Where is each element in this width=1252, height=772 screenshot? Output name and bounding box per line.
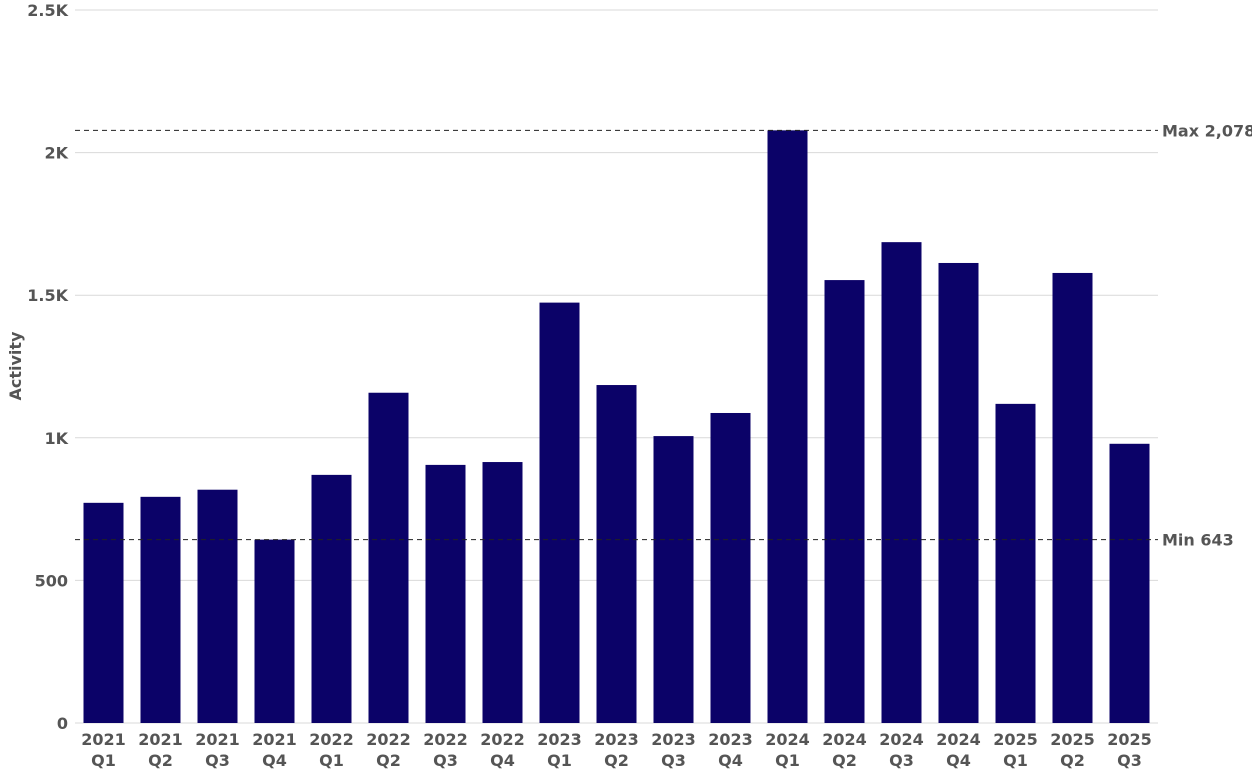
bar: [311, 474, 352, 723]
bar: [197, 489, 238, 723]
x-tick-quarter: Q4: [946, 751, 971, 770]
bar: [710, 412, 751, 723]
x-tick-quarter: Q3: [889, 751, 914, 770]
bar: [824, 280, 865, 723]
x-tick-year: 2022: [480, 730, 525, 749]
x-tick-quarter: Q4: [718, 751, 743, 770]
x-tick-label: 2023 Q3: [651, 730, 696, 770]
x-tick-label: 2023 Q4: [708, 730, 753, 770]
x-tick-year: 2022: [366, 730, 411, 749]
bar: [482, 462, 523, 723]
x-tick-year: 2024: [822, 730, 867, 749]
x-tick-label: 2024 Q3: [879, 730, 924, 770]
x-tick-label: 2025 Q2: [1050, 730, 1095, 770]
x-tick-quarter: Q3: [1117, 751, 1142, 770]
x-tick-quarter: Q1: [547, 751, 572, 770]
x-tick-quarter: Q4: [490, 751, 515, 770]
x-tick-quarter: Q2: [1060, 751, 1085, 770]
bar: [1052, 272, 1093, 723]
x-tick-label: 2022 Q2: [366, 730, 411, 770]
x-tick-year: 2023: [537, 730, 582, 749]
x-tick-label: 2022 Q1: [309, 730, 354, 770]
bar: [254, 539, 295, 723]
x-tick-quarter: Q2: [832, 751, 857, 770]
bar: [881, 242, 922, 723]
x-tick-quarter: Q4: [262, 751, 287, 770]
y-tick-label: 2.5K: [27, 1, 68, 20]
x-tick-year: 2022: [309, 730, 354, 749]
x-tick-year: 2023: [708, 730, 753, 749]
x-tick-year: 2021: [195, 730, 240, 749]
x-tick-quarter: Q2: [604, 751, 629, 770]
bar: [1109, 443, 1150, 723]
x-tick-label: 2022 Q4: [480, 730, 525, 770]
x-tick-year: 2023: [651, 730, 696, 749]
x-tick-quarter: Q3: [661, 751, 686, 770]
x-tick-label: 2021 Q3: [195, 730, 240, 770]
x-tick-label: 2023 Q1: [537, 730, 582, 770]
x-tick-quarter: Q2: [376, 751, 401, 770]
reference-lines: Max 2,078 Min 643: [75, 121, 1252, 550]
bar: [938, 262, 979, 723]
x-tick-quarter: Q1: [91, 751, 116, 770]
reference-line-label: Min 643: [1162, 531, 1234, 550]
x-tick-quarter: Q1: [775, 751, 800, 770]
x-tick-quarter: Q3: [433, 751, 458, 770]
x-tick-quarter: Q2: [148, 751, 173, 770]
y-axis-title: Activity: [6, 331, 25, 401]
x-tick-label: 2024 Q4: [936, 730, 981, 770]
bar: [368, 392, 409, 723]
x-tick-label: 2025 Q3: [1107, 730, 1152, 770]
x-tick-year: 2021: [252, 730, 297, 749]
y-tick-label: 0: [57, 714, 68, 733]
x-tick-label: 2021 Q4: [252, 730, 297, 770]
y-axis-ticks: 0 500 1K 1.5K 2K 2.5K: [27, 1, 68, 733]
y-tick-label: 500: [35, 571, 68, 590]
y-tick-label: 1.5K: [27, 286, 68, 305]
x-tick-quarter: Q1: [319, 751, 344, 770]
x-tick-year: 2024: [879, 730, 924, 749]
x-tick-year: 2025: [993, 730, 1038, 749]
y-tick-label: 2K: [44, 144, 68, 163]
x-tick-label: 2021 Q1: [81, 730, 126, 770]
x-tick-label: 2021 Q2: [138, 730, 183, 770]
x-tick-label: 2024 Q1: [765, 730, 810, 770]
x-tick-label: 2024 Q2: [822, 730, 867, 770]
bar: [767, 130, 808, 724]
bar: [425, 464, 466, 723]
x-tick-year: 2022: [423, 730, 468, 749]
x-tick-year: 2023: [594, 730, 639, 749]
bar: [596, 385, 637, 723]
bar: [653, 436, 694, 723]
x-tick-quarter: Q1: [1003, 751, 1028, 770]
x-tick-quarter: Q3: [205, 751, 230, 770]
x-tick-year: 2024: [765, 730, 810, 749]
bar: [140, 496, 181, 723]
x-tick-year: 2025: [1050, 730, 1095, 749]
x-tick-year: 2021: [81, 730, 126, 749]
x-tick-label: 2023 Q2: [594, 730, 639, 770]
reference-line-label: Max 2,078: [1162, 121, 1252, 140]
bars: [83, 130, 1150, 724]
bar: [539, 302, 580, 723]
bar: [995, 403, 1036, 723]
x-tick-label: 2022 Q3: [423, 730, 468, 770]
x-tick-year: 2021: [138, 730, 183, 749]
x-tick-label: 2025 Q1: [993, 730, 1038, 770]
y-tick-label: 1K: [44, 429, 68, 448]
x-tick-year: 2025: [1107, 730, 1152, 749]
bar: [83, 502, 124, 723]
x-tick-year: 2024: [936, 730, 981, 749]
